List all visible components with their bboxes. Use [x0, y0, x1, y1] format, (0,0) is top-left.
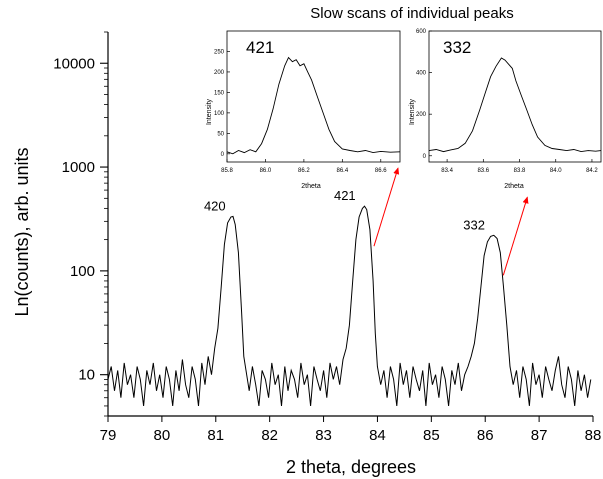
- inset-y-tick-label: 0: [221, 152, 225, 158]
- inset-421-label: 421: [246, 38, 274, 57]
- inset-frame: [226, 30, 401, 163]
- inset-y-tick-label: 200: [214, 70, 225, 76]
- inset-x-tick-label: 83.6: [477, 168, 489, 174]
- inset-x-tick-label: 85.8: [221, 168, 233, 174]
- y-tick-label: 10: [78, 367, 95, 384]
- inset-frame: [428, 30, 602, 163]
- x-tick-label: 83: [315, 427, 332, 444]
- peak-arrow-421: [373, 167, 400, 247]
- main-x-ticks: 79 80 81 82 83 84 85 86 87 88: [100, 416, 602, 444]
- inset-y-tick-label: 0: [423, 154, 427, 160]
- main-axes: [107, 32, 593, 417]
- inset-x-tick-label: 86.2: [298, 168, 310, 174]
- inset-y-tick-label: 200: [416, 112, 427, 118]
- y-tick-label: 1000: [62, 159, 95, 176]
- inset-x-tick-label: 86.0: [260, 168, 272, 174]
- inset-421-ylabel: Intensity: [206, 98, 213, 125]
- inset-x-tick-label: 84.0: [550, 168, 562, 174]
- inset-x-tick-label: 84.2: [586, 168, 598, 174]
- peak-label-332: 332: [463, 217, 485, 232]
- inset-y-tick-label: 150: [214, 90, 225, 96]
- y-tick-label: 100: [70, 263, 95, 280]
- x-axis-label: 2 theta, degrees: [286, 457, 416, 477]
- x-tick-label: 88: [585, 427, 602, 444]
- x-tick-label: 81: [207, 427, 224, 444]
- x-tick-label: 79: [100, 427, 117, 444]
- inset-332-ylabel: Intensity: [409, 98, 416, 125]
- inset-x-tick-label: 86.4: [336, 168, 348, 174]
- inset-line: [226, 56, 401, 155]
- main-y-ticks: 10 100 1000 10000: [53, 31, 108, 417]
- inset-x-tick-label: 83.4: [441, 168, 453, 174]
- x-tick-label: 85: [423, 427, 440, 444]
- inset-line: [428, 57, 602, 153]
- main-annotations: 420 421 332: [204, 167, 529, 276]
- inset-y-tick-label: 50: [217, 131, 224, 137]
- x-tick-label: 80: [154, 427, 171, 444]
- y-tick-label: 10000: [53, 55, 95, 72]
- inset-332-xlabel: 2theta: [504, 183, 524, 190]
- x-tick-label: 86: [477, 427, 494, 444]
- inset-y-tick-label: 600: [416, 29, 427, 35]
- x-tick-label: 82: [261, 427, 278, 444]
- inset-x-tick-label: 86.6: [375, 168, 387, 174]
- main-series: [107, 205, 592, 406]
- x-tick-label: 84: [369, 427, 386, 444]
- inset-421: 421 2theta Intensity 85.8 86.0 86.2 86.4 86.…: [206, 30, 401, 190]
- inset-y-tick-label: 250: [214, 49, 225, 55]
- x-tick-label: 87: [531, 427, 548, 444]
- inset-332-label: 332: [443, 38, 471, 57]
- chart-title: Slow scans of individual peaks: [310, 5, 513, 22]
- diffraction-line: [107, 205, 592, 406]
- peak-arrow-332: [502, 196, 529, 276]
- peak-label-421: 421: [334, 188, 356, 203]
- y-axis-label: Ln(counts), arb. units: [12, 147, 32, 316]
- inset-332: 332 2theta Intensity 83.4 83.6 83.8 84.0 84.…: [409, 29, 602, 190]
- inset-y-tick-label: 100: [214, 111, 225, 117]
- inset-x-tick-label: 83.8: [514, 168, 526, 174]
- inset-y-tick-label: 400: [416, 71, 427, 77]
- peak-label-420: 420: [204, 198, 226, 213]
- inset-421-xlabel: 2theta: [301, 183, 321, 190]
